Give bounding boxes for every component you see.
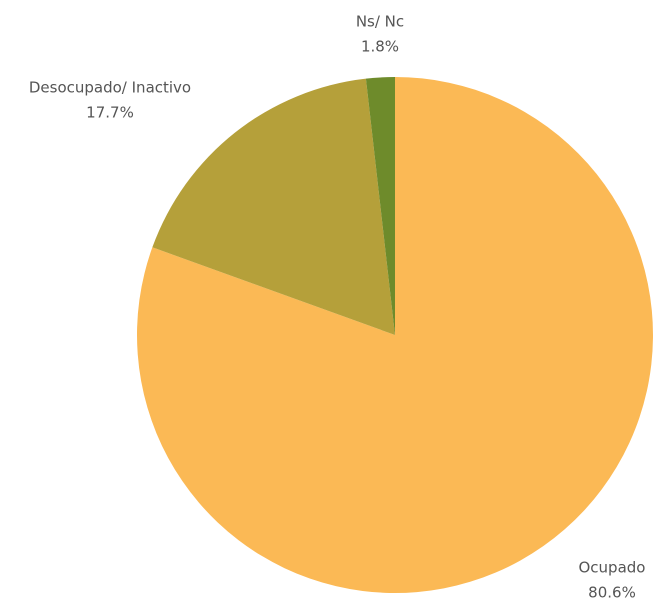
- pie-slice: [365, 77, 395, 335]
- pie-slice: [152, 78, 395, 336]
- slice-label: Desocupado/ Inactivo: [29, 79, 191, 97]
- pie-slice: [137, 77, 654, 594]
- slice-label: Ns/ Nc: [356, 13, 404, 31]
- slice-value-label: 1.8%: [361, 38, 399, 56]
- slice-label: Ocupado: [579, 559, 646, 577]
- slice-value-label: 80.6%: [588, 584, 636, 602]
- slice-value-label: 17.7%: [86, 104, 134, 122]
